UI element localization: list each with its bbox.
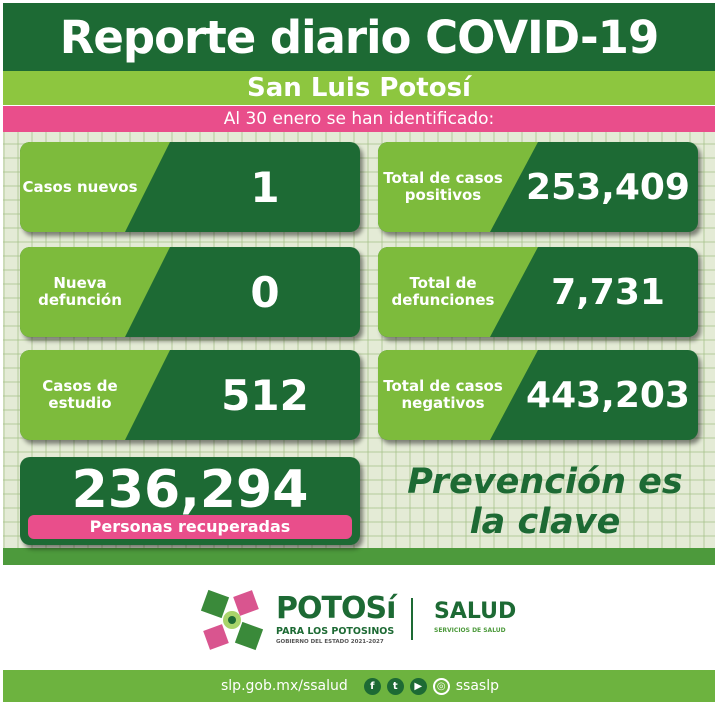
social-handle[interactable]: ssaslp [455, 678, 500, 694]
card-value: 512 [221, 370, 309, 420]
salud-logo: SALUD SERVICIOS DE SALUD [434, 599, 516, 634]
pattern-strip [3, 548, 715, 565]
youtube-icon[interactable]: ▶ [409, 677, 427, 695]
salud-logo-text: SALUD [434, 599, 517, 624]
potosi-logo-text: POTOSí [276, 591, 396, 626]
card-total-defunciones: Total de defunciones 7,731 [378, 247, 698, 337]
card-label: Total de defunciones [378, 247, 538, 337]
state-name: San Luis Potosí [3, 71, 715, 105]
potosi-logo-subtitle: PARA LOS POTOSINOS [276, 626, 395, 637]
card-casos-estudio: Casos de estudio 512 [20, 350, 360, 440]
card-label: Casos de estudio [20, 350, 170, 440]
recuperadas-value: 236,294 [71, 460, 309, 520]
card-value: 443,203 [526, 374, 690, 416]
card-label: Total de casos negativos [378, 350, 538, 440]
twitter-icon[interactable]: t [386, 677, 404, 695]
card-value: 0 [250, 267, 280, 317]
card-recuperadas: 236,294 Personas recuperadas [20, 457, 360, 545]
footer: slp.gob.mx/ssalud f t ▶ ◎ ssaslp [3, 670, 715, 702]
potosi-logo-icon [200, 589, 264, 651]
facebook-icon[interactable]: f [363, 677, 381, 695]
card-total-negativos: Total de casos negativos 443,203 [378, 350, 698, 440]
salud-logo-subtitle: SERVICIOS DE SALUD [434, 627, 506, 634]
card-total-positivos: Total de casos positivos 253,409 [378, 142, 698, 232]
date-line: Al 30 enero se han identificado: [3, 106, 715, 132]
report-title: Reporte diario COVID-19 [3, 3, 715, 71]
card-nueva-defuncion: Nueva defunción 0 [20, 247, 360, 337]
card-value: 253,409 [526, 166, 690, 208]
card-label: Nueva defunción [20, 247, 170, 337]
instagram-icon[interactable]: ◎ [432, 677, 450, 695]
card-casos-nuevos: Casos nuevos 1 [20, 142, 360, 232]
website-link[interactable]: slp.gob.mx/ssalud [221, 678, 348, 694]
card-value: 1 [250, 162, 280, 212]
logo-divider [411, 598, 413, 640]
recuperadas-label: Personas recuperadas [28, 515, 352, 539]
potosi-logo: POTOSí PARA LOS POTOSINOS GOBIERNO DEL E… [276, 591, 396, 646]
potosi-logo-gov: GOBIERNO DEL ESTADO 2021-2027 [276, 639, 384, 645]
card-value: 7,731 [551, 271, 665, 313]
card-label: Casos nuevos [20, 142, 170, 232]
card-label: Total de casos positivos [378, 142, 538, 232]
slogan: Prevención es la clave [407, 462, 683, 542]
